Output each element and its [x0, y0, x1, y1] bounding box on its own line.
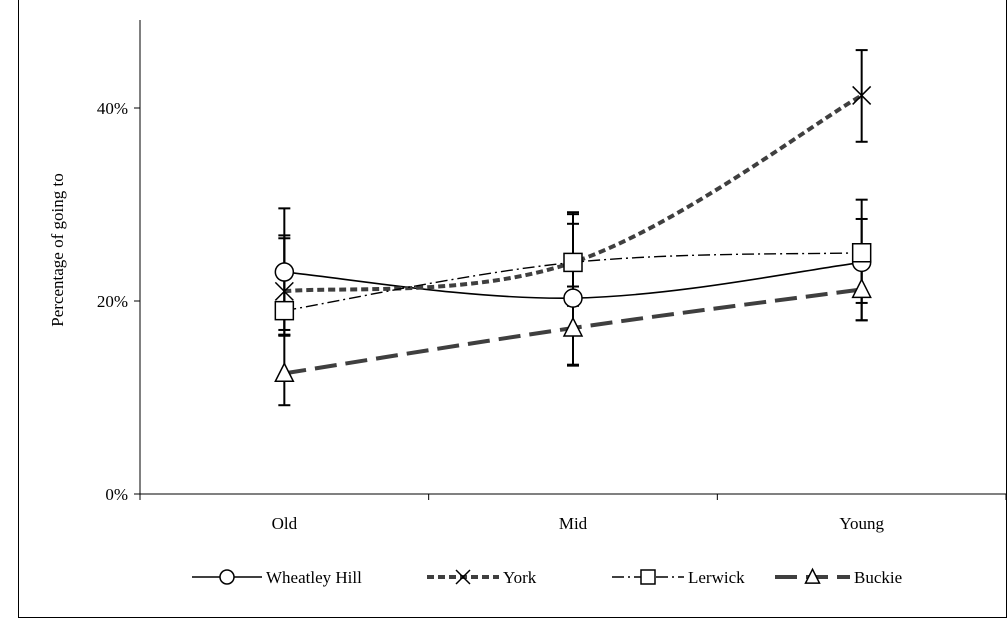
x-marker [274, 281, 294, 301]
circle-marker [274, 262, 295, 282]
y-axis-label: Percentage of going to [48, 173, 67, 326]
y-tick-label: 0% [105, 485, 128, 504]
x-ticks: Old Mid Young [139, 494, 1007, 533]
y-tick-label: 40% [97, 99, 128, 118]
legend-label: Lerwick [688, 568, 745, 587]
legend-label: York [503, 568, 537, 587]
legend-label: Buckie [854, 568, 902, 587]
chart-frame [18, 0, 1007, 618]
legend: Wheatley Hill York Lerwick Buckie [192, 567, 902, 587]
triangle-marker [562, 316, 584, 337]
legend-item: Buckie [775, 567, 902, 587]
triangle-marker [851, 277, 872, 299]
circle-marker [563, 288, 583, 308]
square-marker [640, 569, 656, 585]
square-marker [563, 252, 583, 273]
triangle-marker [274, 361, 295, 383]
x-tick-label: Young [839, 514, 884, 533]
legend-item: Lerwick [612, 568, 745, 587]
legend-label: Wheatley Hill [266, 568, 362, 587]
y-ticks: 0% 20% 40% [97, 99, 140, 504]
x-marker [852, 85, 872, 105]
circle-marker [219, 569, 235, 585]
square-marker [274, 300, 295, 321]
legend-item: York [427, 568, 537, 587]
x-tick-label: Mid [559, 514, 588, 533]
error-bars [278, 49, 868, 407]
markers [274, 85, 872, 383]
legend-item: Wheatley Hill [192, 568, 362, 587]
y-tick-label: 20% [97, 292, 128, 311]
x-tick-label: Old [272, 514, 298, 533]
x-marker-stroke [455, 569, 471, 585]
triangle-marker [804, 567, 821, 584]
x-marker [455, 569, 471, 585]
square-marker [851, 243, 872, 263]
x-marker-stroke [274, 281, 294, 301]
x-marker-stroke [852, 85, 872, 105]
axes [139, 20, 1006, 495]
